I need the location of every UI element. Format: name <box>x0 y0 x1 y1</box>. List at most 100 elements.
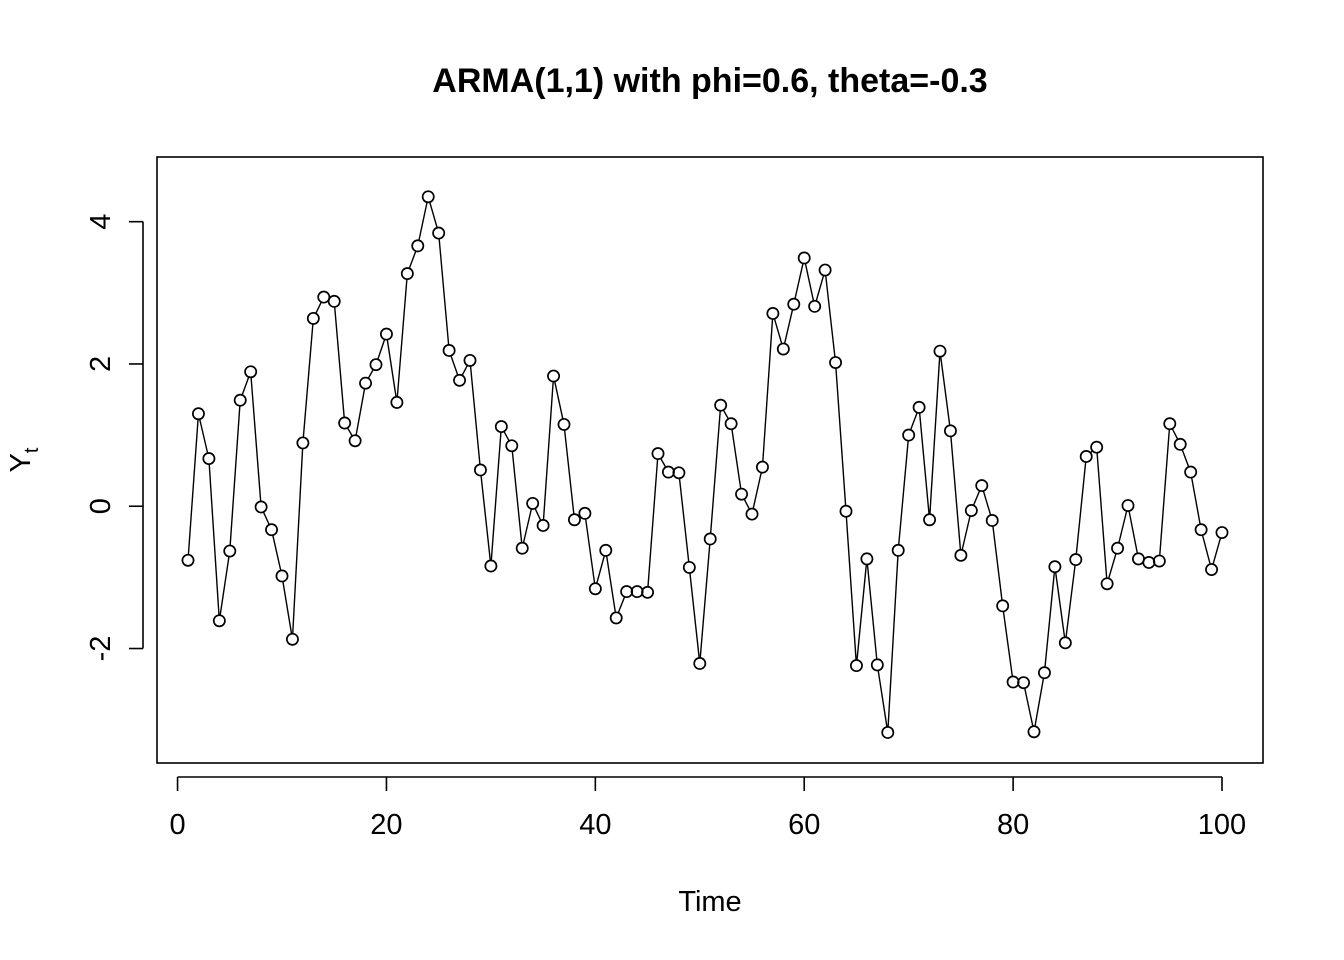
series-segment <box>898 441 909 545</box>
series-segment <box>815 275 825 301</box>
x-tick-label: 0 <box>169 809 185 841</box>
y-tick-label: 0 <box>85 498 117 514</box>
data-point <box>829 356 843 369</box>
data-point <box>923 513 937 527</box>
data-point <box>327 294 341 308</box>
series-segment <box>1002 611 1013 677</box>
data-point <box>244 365 258 379</box>
series-segment <box>1096 453 1108 578</box>
data-point <box>1069 553 1083 567</box>
data-point <box>296 436 310 450</box>
data-point <box>891 543 905 557</box>
data-point <box>338 416 352 430</box>
series-segment <box>1075 462 1087 554</box>
series-segment <box>940 357 951 425</box>
data-point <box>400 267 414 281</box>
series-segment <box>1171 428 1179 440</box>
series-segment <box>617 596 626 613</box>
data-point <box>620 585 634 599</box>
series-segment <box>208 464 220 615</box>
series-segment <box>950 436 962 550</box>
chart-title: ARMA(1,1) with phi=0.6, theta=-0.3 <box>432 62 987 100</box>
series-segment <box>503 431 510 441</box>
data-point <box>1027 725 1041 739</box>
series-segment <box>689 573 700 658</box>
series-segment <box>219 556 230 615</box>
data-point <box>985 514 999 527</box>
series-segment <box>490 432 502 561</box>
data-point <box>766 307 780 320</box>
data-point <box>421 190 435 204</box>
data-point <box>557 417 571 431</box>
data-point <box>1017 676 1031 690</box>
data-point <box>630 585 644 599</box>
y-tick-label: -2 <box>85 636 117 662</box>
x-tick-label: 60 <box>788 809 820 841</box>
data-point <box>494 420 508 434</box>
data-point <box>902 428 916 442</box>
series-segment <box>542 381 554 520</box>
data-point <box>776 342 790 356</box>
data-point <box>797 251 811 265</box>
data-point <box>411 239 425 253</box>
series-segment <box>199 419 209 453</box>
data-point <box>202 452 216 466</box>
data-point <box>1205 563 1219 577</box>
data-point <box>996 599 1010 613</box>
y-axis-label: Yt <box>5 447 43 472</box>
series-segment <box>1034 678 1045 726</box>
series-segment <box>1191 477 1201 524</box>
data-point <box>1163 417 1177 431</box>
series-segment <box>929 357 941 514</box>
data-point <box>515 541 529 555</box>
series-segment <box>910 412 918 430</box>
data-point <box>223 544 237 558</box>
series-segment <box>262 512 270 525</box>
series-segment <box>429 202 438 228</box>
data-point <box>661 465 675 479</box>
data-point <box>1048 560 1062 574</box>
series-segment <box>752 472 762 509</box>
series-layer <box>181 190 1229 739</box>
series-segment <box>480 475 491 561</box>
data-point <box>484 559 498 573</box>
series-segment <box>731 429 742 489</box>
data-point <box>693 657 707 670</box>
data-point <box>317 290 331 304</box>
series-segment <box>187 419 199 555</box>
series-segment <box>1055 572 1066 637</box>
data-point <box>735 487 749 501</box>
data-point <box>714 398 728 412</box>
data-point <box>547 369 561 383</box>
data-point <box>191 407 205 421</box>
data-point <box>849 659 863 673</box>
data-point <box>432 226 446 240</box>
data-point <box>379 327 393 341</box>
data-point <box>839 504 853 518</box>
data-point <box>1215 526 1229 540</box>
series-segment <box>678 478 690 562</box>
data-point <box>954 548 968 562</box>
series-segment <box>961 516 971 550</box>
series-segment <box>866 564 878 659</box>
series-segment <box>784 309 794 344</box>
data-point <box>285 632 299 646</box>
series-segment <box>804 263 815 301</box>
data-point <box>453 373 467 387</box>
series-segment <box>229 406 241 546</box>
data-point <box>943 424 957 438</box>
data-point <box>536 518 550 532</box>
data-point <box>369 358 383 372</box>
series-segment <box>1044 572 1055 667</box>
series-segment <box>241 377 250 395</box>
series-segment <box>918 413 930 514</box>
series-segment <box>563 430 575 514</box>
data-point <box>808 299 822 313</box>
series-segment <box>606 556 616 613</box>
data-point <box>275 569 289 583</box>
y-axis-label-subscript: t <box>21 447 43 453</box>
data-point <box>1006 675 1020 689</box>
series-segment <box>835 368 847 506</box>
data-point <box>933 344 947 358</box>
series-segment <box>522 509 532 543</box>
